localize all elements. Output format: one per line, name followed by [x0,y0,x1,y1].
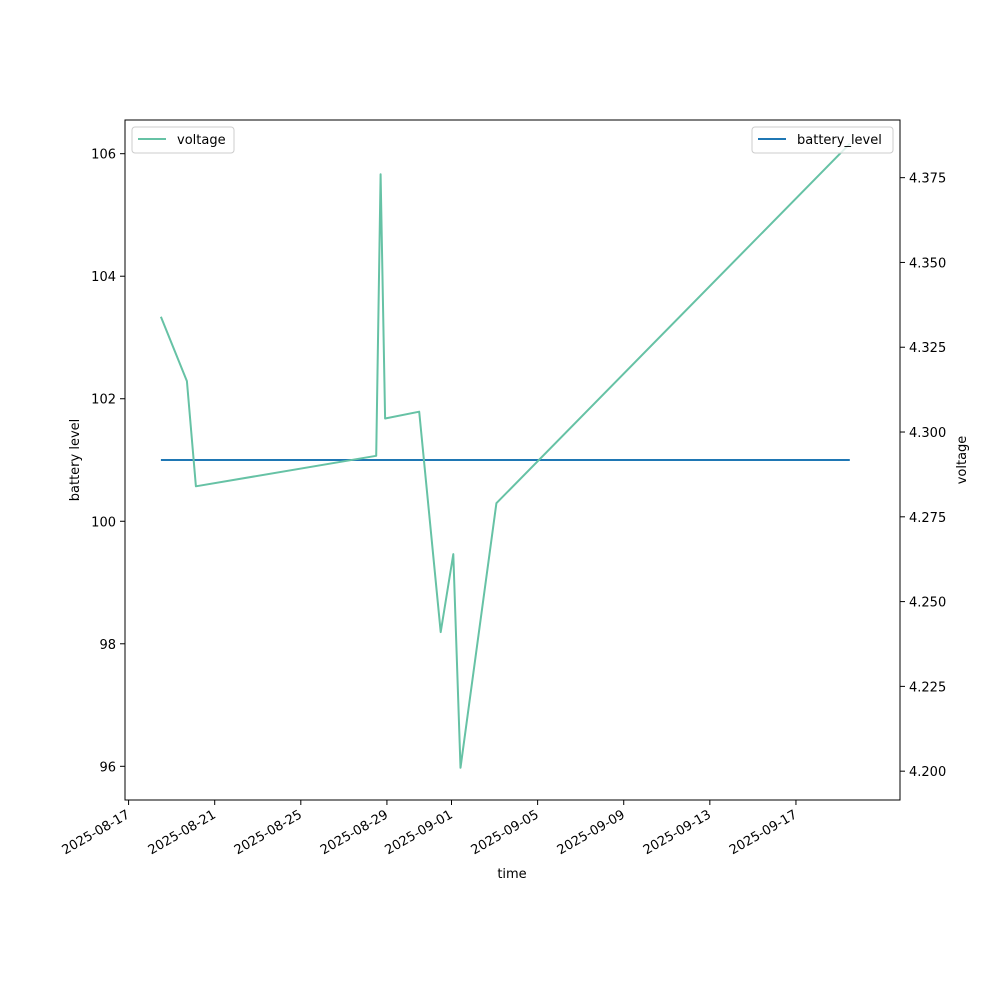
right-y-tick-label: 4.275 [909,511,946,526]
right-y-tick-label: 4.300 [909,426,946,441]
x-tick-label: 2025-08-17 [60,807,133,858]
x-tick-label: 2025-09-01 [383,807,456,858]
x-tick-label: 2025-09-09 [555,807,628,858]
x-tick-label: 2025-09-05 [469,807,542,858]
axes-layer [124,119,901,801]
left-y-tick-label: 96 [99,760,116,775]
x-tick-label: 2025-08-21 [146,807,219,858]
left-y-tick-label: 106 [91,148,116,163]
x-axis-title: time [497,867,526,882]
left-y-tick-label: 100 [91,515,116,530]
left-y-tick-label: 104 [91,270,116,285]
series-line-voltage [159,142,851,769]
legend-box [131,126,235,154]
right-y-ticks: 4.200 4.225 4.250 4.275 4.300 4.325 4.350 4.375 [900,172,946,780]
x-tick-label: 2025-09-13 [641,807,714,858]
left-y-tick-label: 102 [91,393,116,408]
legend-label-voltage: voltage [177,133,226,148]
legend-label-battery-level: battery_level [797,133,882,148]
legend-box [751,126,894,154]
right-y-tick-label: 4.250 [909,596,946,611]
legend-battery-level: battery_level [751,126,894,154]
legend-voltage: voltage [131,126,235,154]
right-y-tick-label: 4.325 [909,341,946,356]
left-y-axis-title: battery level [68,419,83,502]
lines-layer [159,142,851,769]
right-y-tick-label: 4.350 [909,256,946,271]
left-y-tick-label: 98 [99,638,116,653]
right-y-tick-label: 4.375 [909,172,946,187]
x-tick-label: 2025-08-29 [318,807,391,858]
right-y-axis-title: voltage [955,436,970,485]
x-tick-label: 2025-09-17 [727,807,800,858]
right-y-tick-label: 4.200 [909,765,946,780]
plot-frame [124,119,901,801]
right-y-tick-label: 4.225 [909,680,946,695]
left-y-ticks: 96 98 100 102 104 106 [91,148,125,775]
x-tick-label: 2025-08-25 [232,807,305,858]
x-ticks: 2025-08-17 2025-08-21 2025-08-25 2025-08-29… [60,800,800,858]
